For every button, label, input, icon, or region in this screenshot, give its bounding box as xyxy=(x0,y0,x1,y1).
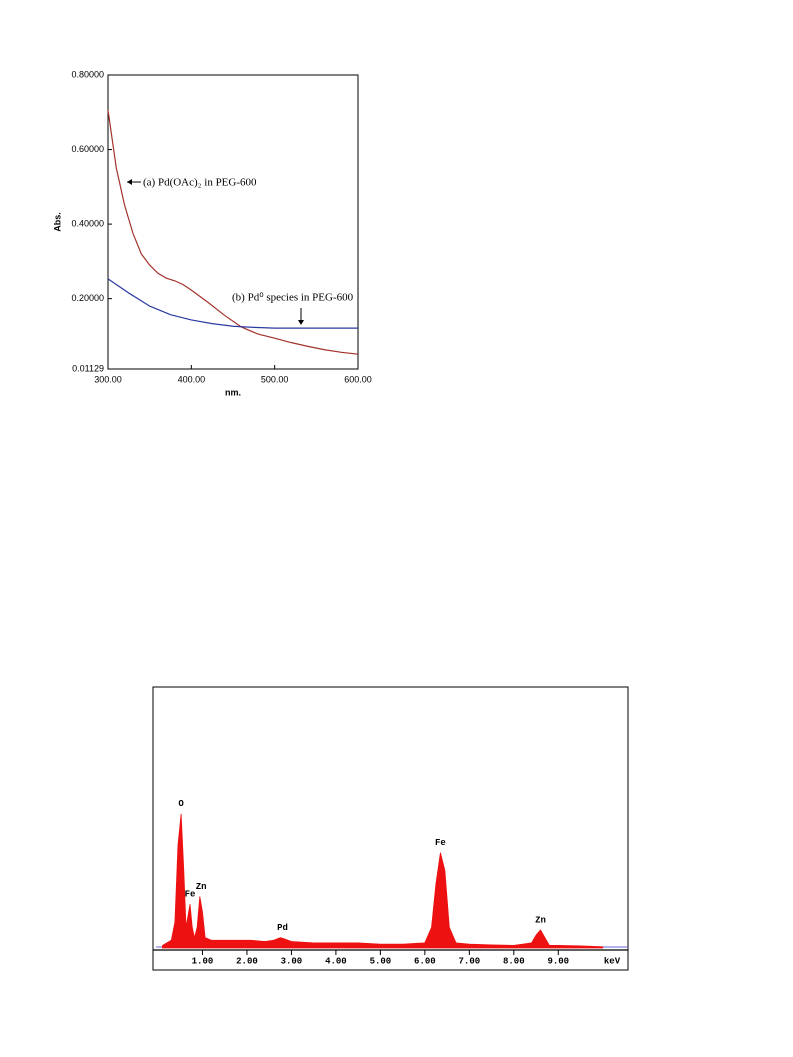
x-tick-label: 9.00 xyxy=(547,956,569,966)
x-axis-label: keV xyxy=(604,956,621,966)
line xyxy=(107,278,358,329)
peak-label: O xyxy=(178,799,184,809)
x-tick-label: 300.00 xyxy=(94,374,122,384)
x-tick-label: 4.00 xyxy=(325,956,347,966)
y-tick-label: 0.60000 xyxy=(71,144,104,154)
y-tick-label: 0.01129 xyxy=(72,363,104,373)
y-tick-label: 0.40000 xyxy=(71,218,104,228)
legend-label: (b) Pd⁰ species in PEG-600 xyxy=(232,292,354,304)
legend-label: (a) Pd(OAc)₂ in PEG-600 xyxy=(143,177,257,189)
peak-label: Zn xyxy=(196,882,207,892)
plot-frame xyxy=(152,686,629,971)
x-tick-label: 3.00 xyxy=(281,956,303,966)
x-tick-label: 7.00 xyxy=(459,956,481,966)
peak-label: Pd xyxy=(277,923,288,933)
x-tick-label: 1.00 xyxy=(192,956,214,966)
x-tick-label: 600.00 xyxy=(344,374,372,384)
y-axis-label: Abs. xyxy=(52,212,62,232)
x-tick-label: 6.00 xyxy=(414,956,436,966)
spectrum xyxy=(162,813,604,949)
x-tick-label: 5.00 xyxy=(370,956,392,966)
x-axis-label: nm. xyxy=(225,387,241,397)
x-tick-label: 8.00 xyxy=(503,956,525,966)
arrow-head xyxy=(127,179,132,185)
peak-label: Zn xyxy=(535,915,546,925)
y-tick-label: 0.20000 xyxy=(71,293,104,303)
y-tick-label: 0.80000 xyxy=(71,69,104,79)
plot-frame xyxy=(107,74,359,370)
line xyxy=(107,109,359,355)
x-tick-label: 400.00 xyxy=(178,374,206,384)
peak-label: Fe xyxy=(185,890,196,900)
x-tick-label: 2.00 xyxy=(236,956,258,966)
x-tick-label: 500.00 xyxy=(261,374,289,384)
peak-label: Fe xyxy=(435,838,446,848)
arrow-head xyxy=(298,320,304,325)
